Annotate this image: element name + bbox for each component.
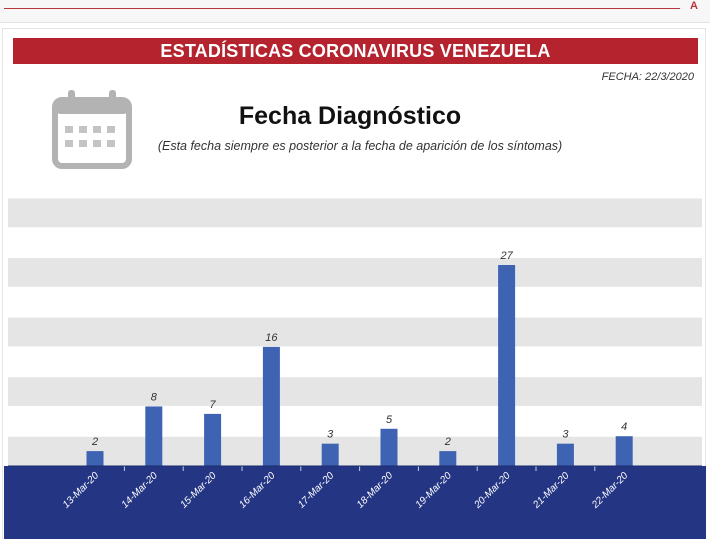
bar (380, 428, 398, 466)
bar (498, 265, 516, 466)
data-label: 2 (91, 436, 98, 448)
grid-band (8, 317, 702, 347)
data-label: 16 (265, 332, 278, 344)
top-strip: A (0, 0, 710, 23)
grid-band (8, 436, 702, 466)
data-label: 4 (621, 421, 627, 433)
data-label: 27 (499, 250, 513, 262)
grid-band (8, 377, 702, 406)
chart-title: Fecha Diagnóstico (238, 102, 462, 130)
grid-band (8, 258, 702, 287)
chart-subtitle: (Esta fecha siempre es posterior a la fe… (157, 139, 563, 153)
grid-band (8, 198, 702, 228)
data-label: 7 (210, 399, 217, 411)
bar (204, 413, 222, 466)
data-label: 3 (562, 429, 569, 441)
bar (86, 451, 104, 466)
bar (556, 443, 574, 466)
bar (615, 436, 633, 466)
report-date: FECHA: 22/3/2020 (601, 71, 694, 83)
bar (439, 451, 457, 466)
data-label: 2 (444, 436, 451, 448)
bar (145, 406, 163, 466)
top-rule (4, 8, 680, 9)
bar (262, 346, 280, 466)
data-label: 8 (151, 391, 158, 403)
data-label: 3 (327, 429, 334, 441)
banner-title: ESTADÍSTICAS CORONAVIRUS VENEZUELA (13, 38, 698, 64)
corner-mark: A (690, 0, 698, 12)
calendar-icon (52, 90, 132, 169)
bar (321, 443, 339, 466)
x-axis-band (4, 466, 706, 539)
data-label: 5 (386, 414, 393, 426)
